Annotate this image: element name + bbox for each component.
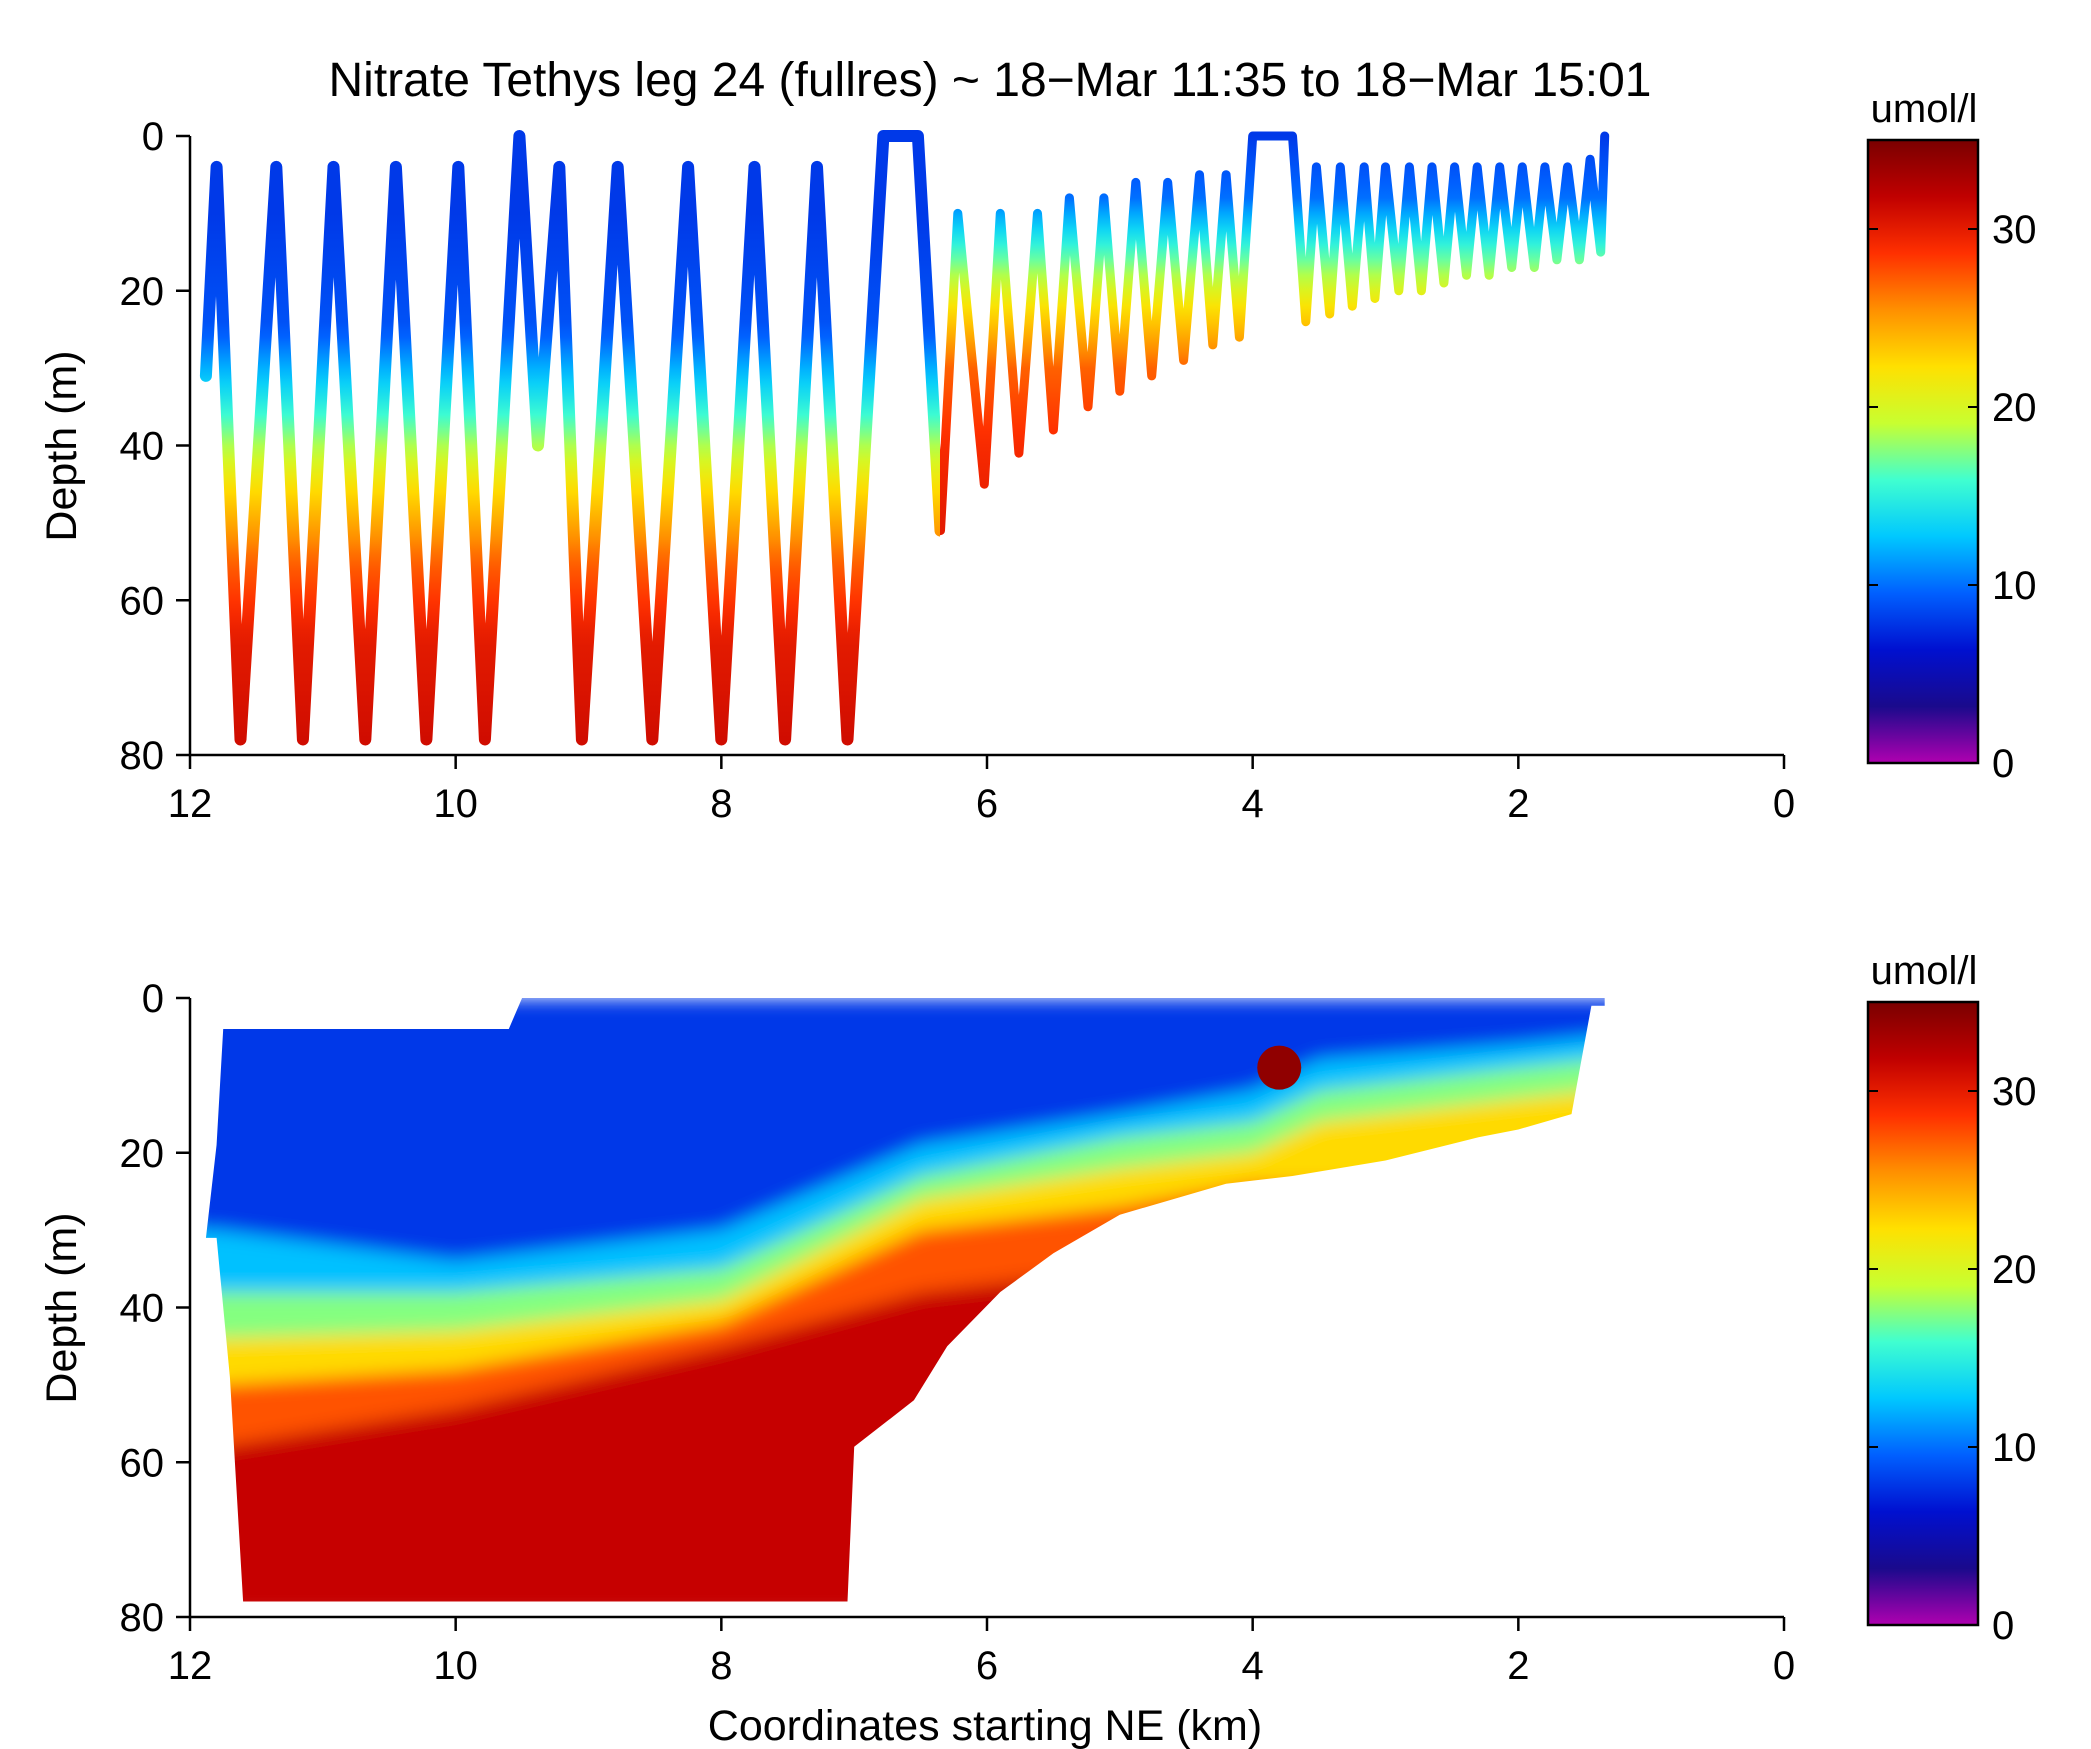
section-layers xyxy=(205,998,1605,1602)
bottom-x-ticks: 12 10 8 6 4 2 0 xyxy=(168,1617,1795,1688)
x-axis-label: Coordinates starting NE (km) xyxy=(708,1702,1262,1749)
bottom-colorbar-label: umol/l xyxy=(1871,949,1978,993)
colorbar-tick-label: 30 xyxy=(1992,208,2037,252)
bottom-colorbar-gradient xyxy=(1866,1000,1980,1627)
y-tick-label: 20 xyxy=(120,270,165,314)
x-tick-label: 10 xyxy=(433,782,478,826)
x-tick-label: 8 xyxy=(710,782,732,826)
bottom-colorbar: umol/l 0 10 20 30 xyxy=(1866,949,2037,1648)
top-track-nearshore xyxy=(940,131,1610,536)
x-tick-label: 2 xyxy=(1507,1644,1529,1688)
colorbar-tick-label: 10 xyxy=(1992,564,2037,608)
y-tick-label: 80 xyxy=(120,734,165,778)
colorbar-tick-label: 0 xyxy=(1992,1604,2014,1648)
y-tick-label: 60 xyxy=(120,579,165,623)
x-tick-label: 4 xyxy=(1242,782,1264,826)
y-tick-label: 60 xyxy=(120,1441,165,1485)
top-track xyxy=(199,130,1610,746)
bottom-y-ticks: 0 20 40 60 80 xyxy=(120,977,190,1640)
y-tick-label: 20 xyxy=(120,1132,165,1176)
colorbar-tick-label: 10 xyxy=(1992,1426,2037,1470)
top-x-ticks: 12 10 8 6 4 2 0 xyxy=(168,755,1795,826)
top-colorbar: umol/l 0 10 20 30 xyxy=(1866,87,2037,786)
bottom-section xyxy=(205,998,1605,1602)
x-tick-label: 12 xyxy=(168,1644,213,1688)
top-x-axis: 12 10 8 6 4 2 0 xyxy=(168,753,1795,826)
top-y-ticks: 0 20 40 60 80 xyxy=(120,115,190,778)
figure-title: Nitrate Tethys leg 24 (fullres) ~ 18−Mar… xyxy=(329,54,1652,107)
y-tick-label: 40 xyxy=(120,1287,165,1331)
colorbar-tick-label: 20 xyxy=(1992,1248,2037,1292)
x-tick-label: 0 xyxy=(1773,1644,1795,1688)
y-tick-label: 40 xyxy=(120,425,165,469)
x-tick-label: 2 xyxy=(1507,782,1529,826)
colorbar-tick-label: 0 xyxy=(1992,742,2014,786)
top-y-axis-label: Depth (m) xyxy=(38,350,86,541)
top-y-axis: 0 20 40 60 80 Depth (m) xyxy=(38,115,192,778)
x-tick-label: 4 xyxy=(1242,1644,1264,1688)
top-colorbar-gradient xyxy=(1866,138,1980,765)
colorbar-tick-label: 30 xyxy=(1992,1070,2037,1114)
bottom-y-axis: 0 20 40 60 80 Depth (m) xyxy=(38,977,192,1640)
x-tick-label: 6 xyxy=(976,1644,998,1688)
y-tick-label: 0 xyxy=(142,115,164,159)
colorbar-tick-label: 20 xyxy=(1992,386,2037,430)
x-tick-label: 0 xyxy=(1773,782,1795,826)
bottom-panel: 12 10 8 6 4 2 0 Coordinates starting NE (km) 0… xyxy=(38,949,2037,1749)
section-hotspot xyxy=(1257,1045,1302,1090)
y-tick-label: 80 xyxy=(120,1596,165,1640)
top-track-offshore xyxy=(199,130,940,746)
x-tick-label: 8 xyxy=(710,1644,732,1688)
y-tick-label: 0 xyxy=(142,977,164,1021)
bottom-y-axis-label: Depth (m) xyxy=(38,1212,86,1403)
bottom-colorbar-ticks: 0 10 20 30 xyxy=(1868,1070,2037,1648)
top-colorbar-ticks: 0 10 20 30 xyxy=(1868,208,2037,786)
top-colorbar-label: umol/l xyxy=(1871,87,1978,131)
x-tick-label: 10 xyxy=(433,1644,478,1688)
bottom-x-axis: 12 10 8 6 4 2 0 Coordinates starting NE (km) xyxy=(168,1615,1795,1749)
x-tick-label: 12 xyxy=(168,782,213,826)
x-tick-label: 6 xyxy=(976,782,998,826)
